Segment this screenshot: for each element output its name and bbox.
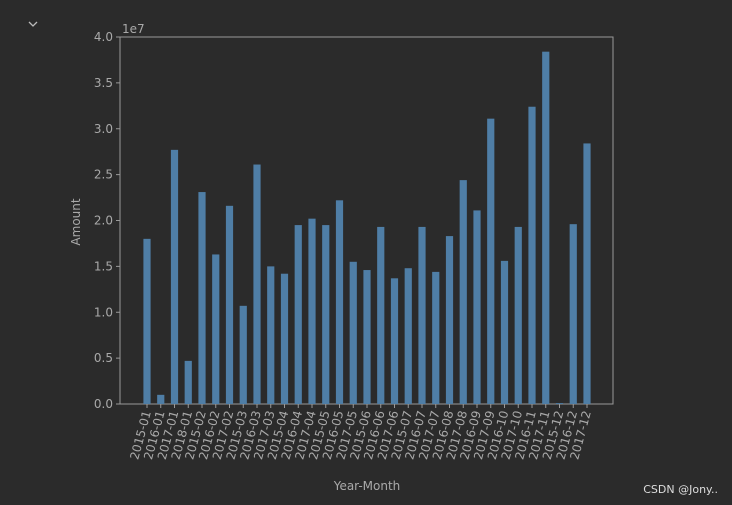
y-tick-label: 2.0 [94, 214, 113, 228]
bar [157, 394, 165, 404]
offset-text: 1e7 [122, 22, 145, 36]
y-axis-label: Amount [69, 198, 83, 245]
bar [377, 226, 385, 404]
bar [500, 260, 509, 404]
y-tick-label: 1.0 [94, 305, 113, 319]
watermark: CSDN @Jony.. [643, 483, 718, 496]
bar [294, 225, 302, 404]
bar [514, 226, 522, 404]
bar [459, 180, 467, 404]
bar [225, 205, 234, 404]
x-axis-label: Year-Month [333, 479, 401, 493]
bar [322, 225, 330, 404]
y-tick-label: 0.5 [94, 351, 113, 365]
bar [143, 238, 151, 404]
bar [308, 218, 316, 404]
bar [267, 266, 275, 404]
bar [555, 403, 564, 404]
y-tick-label: 0.0 [94, 397, 113, 411]
bar [253, 164, 261, 404]
bar [583, 143, 591, 404]
y-tick-label: 4.0 [94, 30, 113, 44]
bar [184, 360, 192, 404]
bar [445, 236, 454, 404]
bar [198, 192, 206, 404]
bar [473, 210, 481, 404]
bar [335, 200, 344, 404]
y-tick-label: 3.0 [94, 122, 113, 136]
bar [363, 270, 371, 404]
bar [349, 261, 357, 404]
bar [170, 149, 179, 404]
collapse-chevron[interactable] [28, 21, 38, 27]
bar [418, 226, 426, 404]
bar [542, 51, 550, 405]
bar [212, 254, 220, 404]
bar [390, 278, 399, 404]
bar [404, 268, 412, 404]
y-tick-label: 1.5 [94, 259, 113, 273]
bar [280, 273, 289, 404]
bar [239, 305, 247, 404]
bar [528, 106, 536, 404]
bar [487, 118, 495, 404]
bar [569, 224, 577, 404]
y-tick-label: 3.5 [94, 76, 113, 90]
bar [432, 271, 440, 404]
y-tick-label: 2.5 [94, 168, 113, 182]
